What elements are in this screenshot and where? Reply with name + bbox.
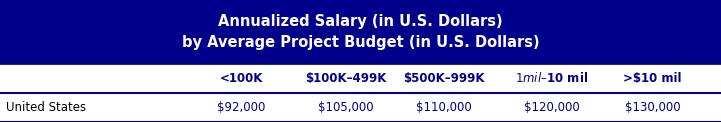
Text: Annualized Salary (in U.S. Dollars)
by Average Project Budget (in U.S. Dollars): Annualized Salary (in U.S. Dollars) by A… xyxy=(182,14,539,50)
Text: $130,000: $130,000 xyxy=(624,101,681,114)
Bar xyxy=(0,93,721,122)
Text: $500K–999K: $500K–999K xyxy=(402,72,485,85)
Text: >$10 mil: >$10 mil xyxy=(623,72,682,85)
Bar xyxy=(0,64,721,93)
Text: $105,000: $105,000 xyxy=(318,101,374,114)
Text: <100K: <100K xyxy=(220,72,263,85)
Text: $1 mil–$10 mil: $1 mil–$10 mil xyxy=(515,71,588,85)
Text: United States: United States xyxy=(6,101,86,114)
Text: $110,000: $110,000 xyxy=(415,101,472,114)
Bar xyxy=(0,0,721,64)
Text: $92,000: $92,000 xyxy=(217,101,266,114)
Text: $100K–499K: $100K–499K xyxy=(306,72,386,85)
Text: $120,000: $120,000 xyxy=(523,101,580,114)
